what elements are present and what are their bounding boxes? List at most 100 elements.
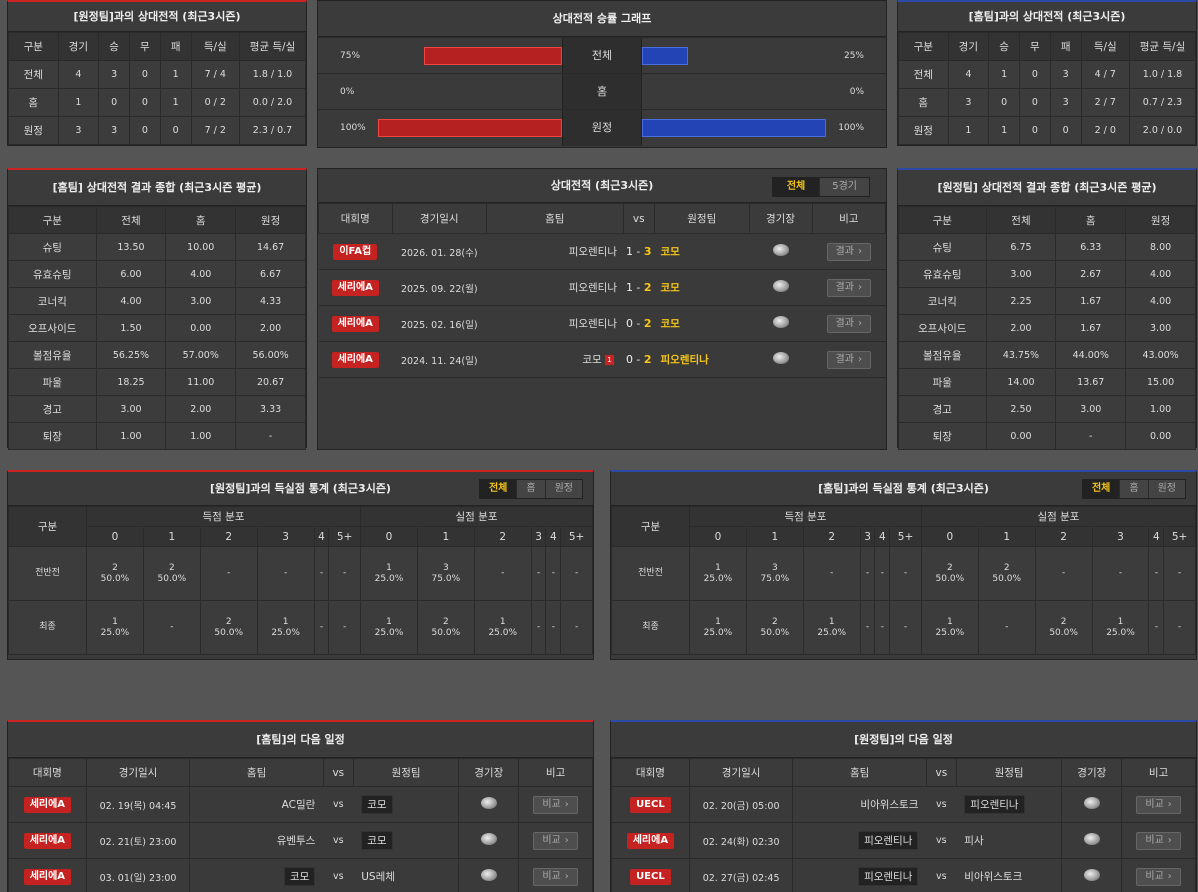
win-graph-panel: 상대전적 승률 그래프 75% 전체 25% 0% 홈 0% 100% 원정 100% — [317, 0, 887, 148]
table-cell: 0.00 — [165, 314, 237, 342]
away-bar-area: 25% — [642, 38, 886, 74]
row-label: 파울 — [898, 368, 987, 396]
dist-count: 3 — [442, 562, 449, 573]
table-cell: 7 / 2 — [190, 116, 240, 145]
score-cell: 1 - 2 — [623, 269, 655, 306]
column-header: 구분 — [898, 32, 949, 61]
dist-count: - — [536, 622, 541, 632]
away-team-cell: US레체 — [353, 858, 460, 892]
league-badge: UECL — [630, 868, 671, 885]
table-cell: 1 — [988, 116, 1020, 145]
vs-cell: vs — [926, 822, 957, 859]
away-team-name: 코모 — [660, 282, 680, 294]
venue-cell — [458, 786, 520, 823]
dist-cell: - — [1163, 546, 1196, 601]
table-cell: 1.00 — [95, 422, 167, 450]
table-cell: 14.00 — [985, 368, 1057, 396]
result-button[interactable]: 결과 › — [826, 242, 871, 261]
dist-count: - — [865, 622, 870, 632]
away-pct: 0% — [849, 87, 864, 97]
table-cell: 6.67 — [235, 260, 306, 288]
stadium-icon[interactable] — [480, 797, 497, 809]
win-graph-title: 상대전적 승률 그래프 — [318, 1, 886, 37]
home-team-name: 피오렌티나 — [568, 246, 617, 258]
away-win-bar — [642, 119, 826, 137]
league-badge: 세리에A — [23, 796, 72, 813]
league-cell: UECL — [611, 858, 690, 892]
table-cell: 2.00 — [165, 395, 237, 423]
chevron-right-icon: › — [564, 798, 569, 810]
stadium-icon[interactable] — [772, 280, 789, 292]
table-row: 유효슈팅 6.00 4.00 6.67 — [8, 260, 306, 288]
tab-home[interactable]: 홈 — [516, 480, 545, 498]
away-team-name: 피오렌티나 — [660, 354, 709, 366]
home-team-cell: 코모 1 — [486, 341, 623, 378]
dist-count: 2 — [1003, 562, 1010, 573]
table-cell: 3.00 — [985, 260, 1057, 288]
away-bar-area: 100% — [642, 110, 886, 146]
dist-cell: 1 25.0% — [689, 546, 747, 601]
dist-cell: - — [859, 546, 876, 601]
tab-home[interactable]: 홈 — [1119, 480, 1148, 498]
dist-cell: 1 25.0% — [360, 600, 418, 655]
column-header-vs: vs — [925, 758, 957, 787]
tab-all[interactable]: 전체 — [772, 178, 820, 196]
row-label: 전반전 — [611, 546, 690, 601]
tab-all[interactable]: 전체 — [479, 480, 517, 498]
home-team-name: 코모 — [582, 354, 602, 366]
date-cell: 02. 27(금) 02:45 — [688, 858, 794, 892]
result-button[interactable]: 결과 › — [826, 350, 871, 369]
column-header: 구분 — [8, 32, 59, 61]
row-label: 오프사이드 — [898, 314, 987, 342]
table-row: 볼점유율 43.75% 44.00% 43.00% — [898, 341, 1196, 369]
dist-count: - — [343, 622, 347, 632]
stadium-icon[interactable] — [1083, 833, 1100, 845]
label-header: 구분 — [8, 506, 87, 547]
date-cell: 02. 19(목) 04:45 — [85, 786, 191, 823]
away-next-panel: [원정팀]의 다음 일정 대회명 경기일시 홈팀 vs 원정팀 경기장 비고 UECL 02. … — [610, 720, 1197, 892]
stadium-icon[interactable] — [772, 316, 789, 328]
stadium-icon[interactable] — [1083, 869, 1100, 881]
compare-button[interactable]: 비교 › — [533, 867, 578, 886]
header-row: 0 1 2 3 4 5+ 0 1 2 3 4 5+ — [9, 526, 593, 547]
table-cell: 0 — [1018, 116, 1051, 145]
tab-away[interactable]: 원정 — [544, 480, 582, 498]
dist-pct: 50.0% — [157, 573, 187, 584]
table-cell: 1 — [947, 116, 990, 145]
tab-5-games[interactable]: 5경기 — [819, 178, 869, 196]
compare-button[interactable]: 비교 › — [533, 795, 578, 814]
dist-pct: 50.0% — [935, 573, 965, 584]
table-cell: 1 — [159, 88, 192, 117]
dist-count: 2 — [112, 562, 118, 573]
stadium-icon[interactable] — [1083, 797, 1100, 809]
date-cell: 03. 01(일) 23:00 — [85, 858, 191, 892]
result-button[interactable]: 결과 › — [826, 314, 871, 333]
date-cell: 2026. 01. 28(수) — [392, 233, 487, 270]
row-label: 원정 — [8, 116, 59, 145]
stadium-icon[interactable] — [772, 244, 789, 256]
dist-cell: - — [889, 546, 922, 601]
table-row: 코너킥 4.00 3.00 4.33 — [8, 287, 306, 315]
compare-button[interactable]: 비교 › — [1136, 867, 1181, 886]
compare-button[interactable]: 비교 › — [1136, 795, 1181, 814]
table-cell: 1 — [159, 60, 192, 89]
stadium-icon[interactable] — [480, 869, 497, 881]
dist-cell: - — [1148, 546, 1165, 601]
dist-cell: - — [142, 600, 201, 655]
tab-away[interactable]: 원정 — [1147, 480, 1185, 498]
table-cell: 3.33 — [235, 395, 306, 423]
tab-all[interactable]: 전체 — [1082, 480, 1120, 498]
date-cell: 2025. 02. 16(일) — [392, 305, 487, 342]
header-row: 구분 득점 분포 실점 분포 — [611, 506, 1197, 547]
compare-button[interactable]: 비교 › — [533, 831, 578, 850]
chevron-right-icon: › — [857, 281, 862, 293]
stadium-icon[interactable] — [480, 833, 497, 845]
dist-pct: 50.0% — [100, 573, 130, 584]
compare-button[interactable]: 비교 › — [1136, 831, 1181, 850]
stadium-icon[interactable] — [772, 352, 789, 364]
home-team-name: 피오렌티나 — [568, 282, 617, 294]
league-badge: 세리에A — [626, 832, 675, 849]
result-button[interactable]: 결과 › — [826, 278, 871, 297]
home-win-bar — [424, 47, 562, 65]
